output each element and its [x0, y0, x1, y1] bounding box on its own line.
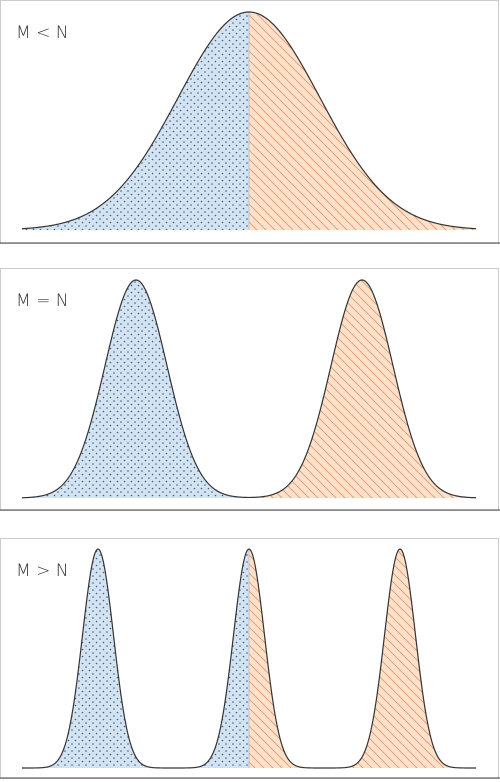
panel: M < N — [0, 0, 500, 244]
left-area — [22, 549, 249, 768]
right-area — [249, 280, 476, 498]
right-area — [249, 549, 476, 768]
panel: M > N — [0, 538, 500, 779]
panel: M = N — [0, 268, 500, 511]
right-area — [249, 12, 476, 230]
curve — [21, 11, 477, 230]
panel-label: M = N — [16, 291, 68, 311]
left-area — [22, 12, 249, 230]
curve — [22, 548, 476, 769]
curve — [21, 279, 477, 499]
panel-label: M > N — [16, 561, 68, 581]
left-area — [22, 280, 249, 498]
panel-label: M < N — [16, 23, 68, 43]
